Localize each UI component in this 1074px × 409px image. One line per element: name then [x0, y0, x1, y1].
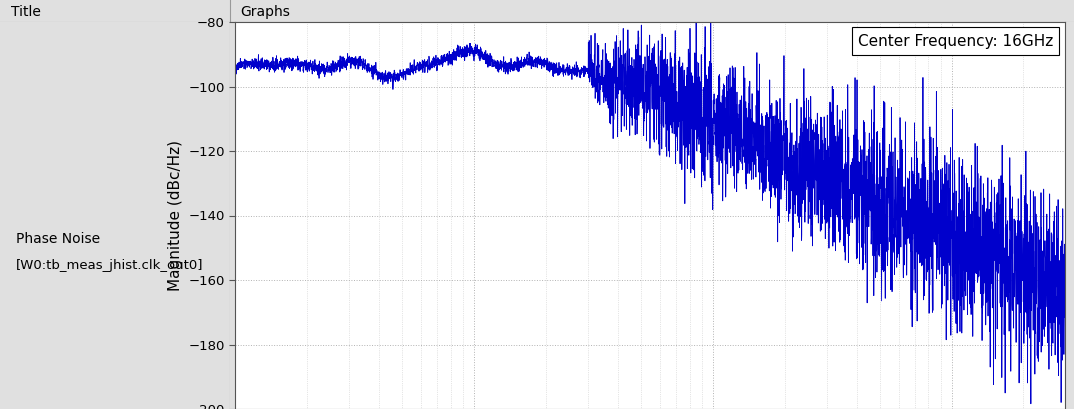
Text: [W0:tb_meas_jhist.clk_out0]: [W0:tb_meas_jhist.clk_out0]	[16, 259, 204, 272]
Y-axis label: Magnitude (dBc/Hz): Magnitude (dBc/Hz)	[168, 140, 183, 291]
Text: Title: Title	[11, 5, 41, 19]
Text: Graphs: Graphs	[241, 5, 291, 19]
Text: Phase Noise: Phase Noise	[16, 232, 100, 246]
Text: Center Frequency: 16GHz: Center Frequency: 16GHz	[858, 34, 1053, 49]
